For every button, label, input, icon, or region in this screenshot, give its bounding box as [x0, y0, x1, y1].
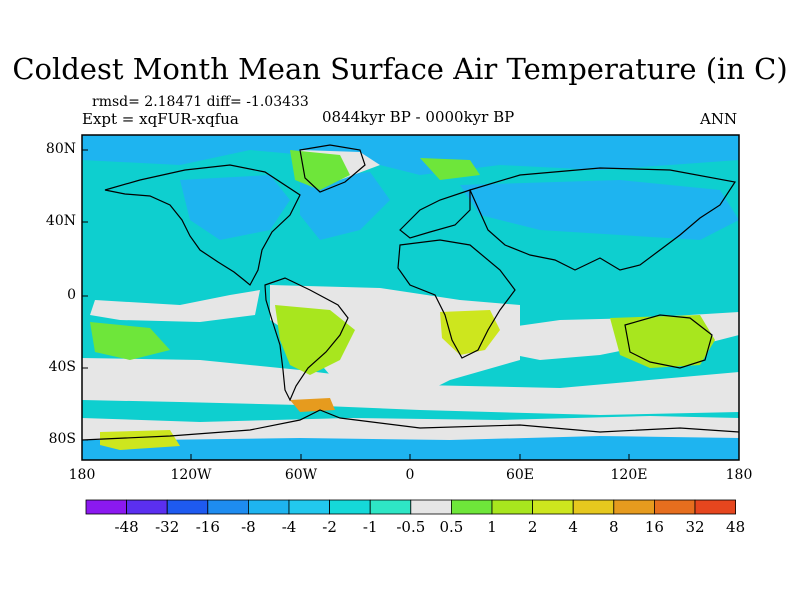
xtick-label-120W: 120W [170, 467, 212, 483]
field-neutral-southern-ocean [82, 358, 739, 415]
colorbar-swatch-0 [85, 499, 127, 515]
field-warm-southern-africa [440, 310, 500, 355]
ytick-label-80N: 80N [45, 141, 76, 157]
colorbar-swatch-8 [410, 499, 452, 515]
xtick-label-60W: 60W [284, 467, 318, 483]
colorbar-label: -8 [241, 518, 256, 536]
coast-north-america [104, 164, 301, 286]
colorbar-swatch-9 [450, 499, 493, 515]
colorbar-label: 48 [726, 518, 746, 536]
colorbar-swatch-14 [654, 499, 696, 515]
colorbar-label: 1 [487, 518, 497, 536]
field-warm-siberia [420, 158, 480, 180]
coast-greenland [299, 144, 366, 193]
field-neutral-pacific [90, 290, 260, 322]
colorbar-label: 8 [609, 518, 619, 536]
xtick-label-180e: 180 [725, 467, 753, 483]
ytick-label-80S: 80S [48, 431, 76, 447]
xtick-label-120E: 120E [610, 467, 648, 483]
colorbar [85, 499, 736, 515]
experiment-label: Expt = xqFUR-xqfua [82, 110, 239, 128]
field-warm-south-america [275, 305, 355, 375]
field-cool-arctic [82, 135, 739, 175]
colorbar-swatch-10 [491, 499, 533, 515]
colorbar-swatch-7 [369, 499, 412, 515]
coast-asia [469, 167, 736, 271]
colorbar-swatch-12 [572, 499, 615, 515]
colorbar-label: 16 [644, 518, 664, 536]
colorbar-label: 2 [527, 518, 538, 536]
coast-africa [397, 239, 516, 359]
field-cool-north-atlantic [300, 172, 390, 240]
colorbar-label: -0.5 [396, 518, 426, 536]
coast-antarctica [81, 409, 740, 441]
coast-europe [399, 189, 471, 239]
colorbar-swatch-1 [126, 499, 168, 515]
colorbar-label: 32 [685, 518, 705, 536]
colorbar-label: -2 [322, 518, 337, 536]
map-title: Coldest Month Mean Surface Air Temperatu… [12, 52, 788, 86]
coastlines [81, 144, 740, 441]
axis-ticks [82, 149, 630, 460]
colorbar-label: -1 [362, 518, 378, 536]
colorbar-label: -48 [114, 518, 139, 536]
colorbar-swatch-11 [532, 499, 574, 515]
period-label: 0844kyr BP - 0000kyr BP [322, 108, 515, 126]
stats-line: rmsd= 2.18471 diff= -1.03433 [92, 94, 309, 110]
xtick-label-60E: 60E [505, 467, 535, 483]
colorbar-swatch-2 [166, 499, 209, 515]
field-warm-ross-sea [100, 430, 180, 450]
xtick-label-180w: 180 [68, 467, 96, 483]
season-label: ANN [700, 110, 738, 128]
colorbar-label: 0.5 [439, 518, 464, 536]
coast-south-america [264, 277, 349, 402]
ytick-label-0: 0 [67, 287, 76, 303]
colorbar-swatch-3 [207, 499, 249, 515]
xtick-label-0: 0 [405, 467, 415, 483]
ytick-label-40N: 40N [45, 213, 76, 229]
field-neutral-high-south [82, 416, 739, 440]
field-warm-south-pacific [90, 322, 170, 360]
colorbar-label: -32 [155, 518, 180, 536]
colorbar-swatch-15 [694, 499, 736, 515]
colorbar-label: -4 [281, 518, 297, 536]
ytick-label-40S: 40S [48, 359, 76, 375]
colorbar-swatch-4 [247, 499, 290, 515]
field-cool-north-america [180, 175, 290, 240]
temperature-map [82, 135, 739, 460]
colorbar-swatch-5 [288, 499, 330, 515]
colorbar-label: 4 [568, 518, 578, 536]
field-warm-greenland [290, 150, 350, 190]
colorbar-swatch-13 [613, 499, 655, 515]
field-warm-weddell [290, 398, 335, 412]
colorbar-swatch-6 [329, 499, 371, 515]
colorbar-label: -16 [195, 518, 220, 536]
field-cool-asia [460, 180, 739, 240]
coast-australia [624, 314, 713, 369]
